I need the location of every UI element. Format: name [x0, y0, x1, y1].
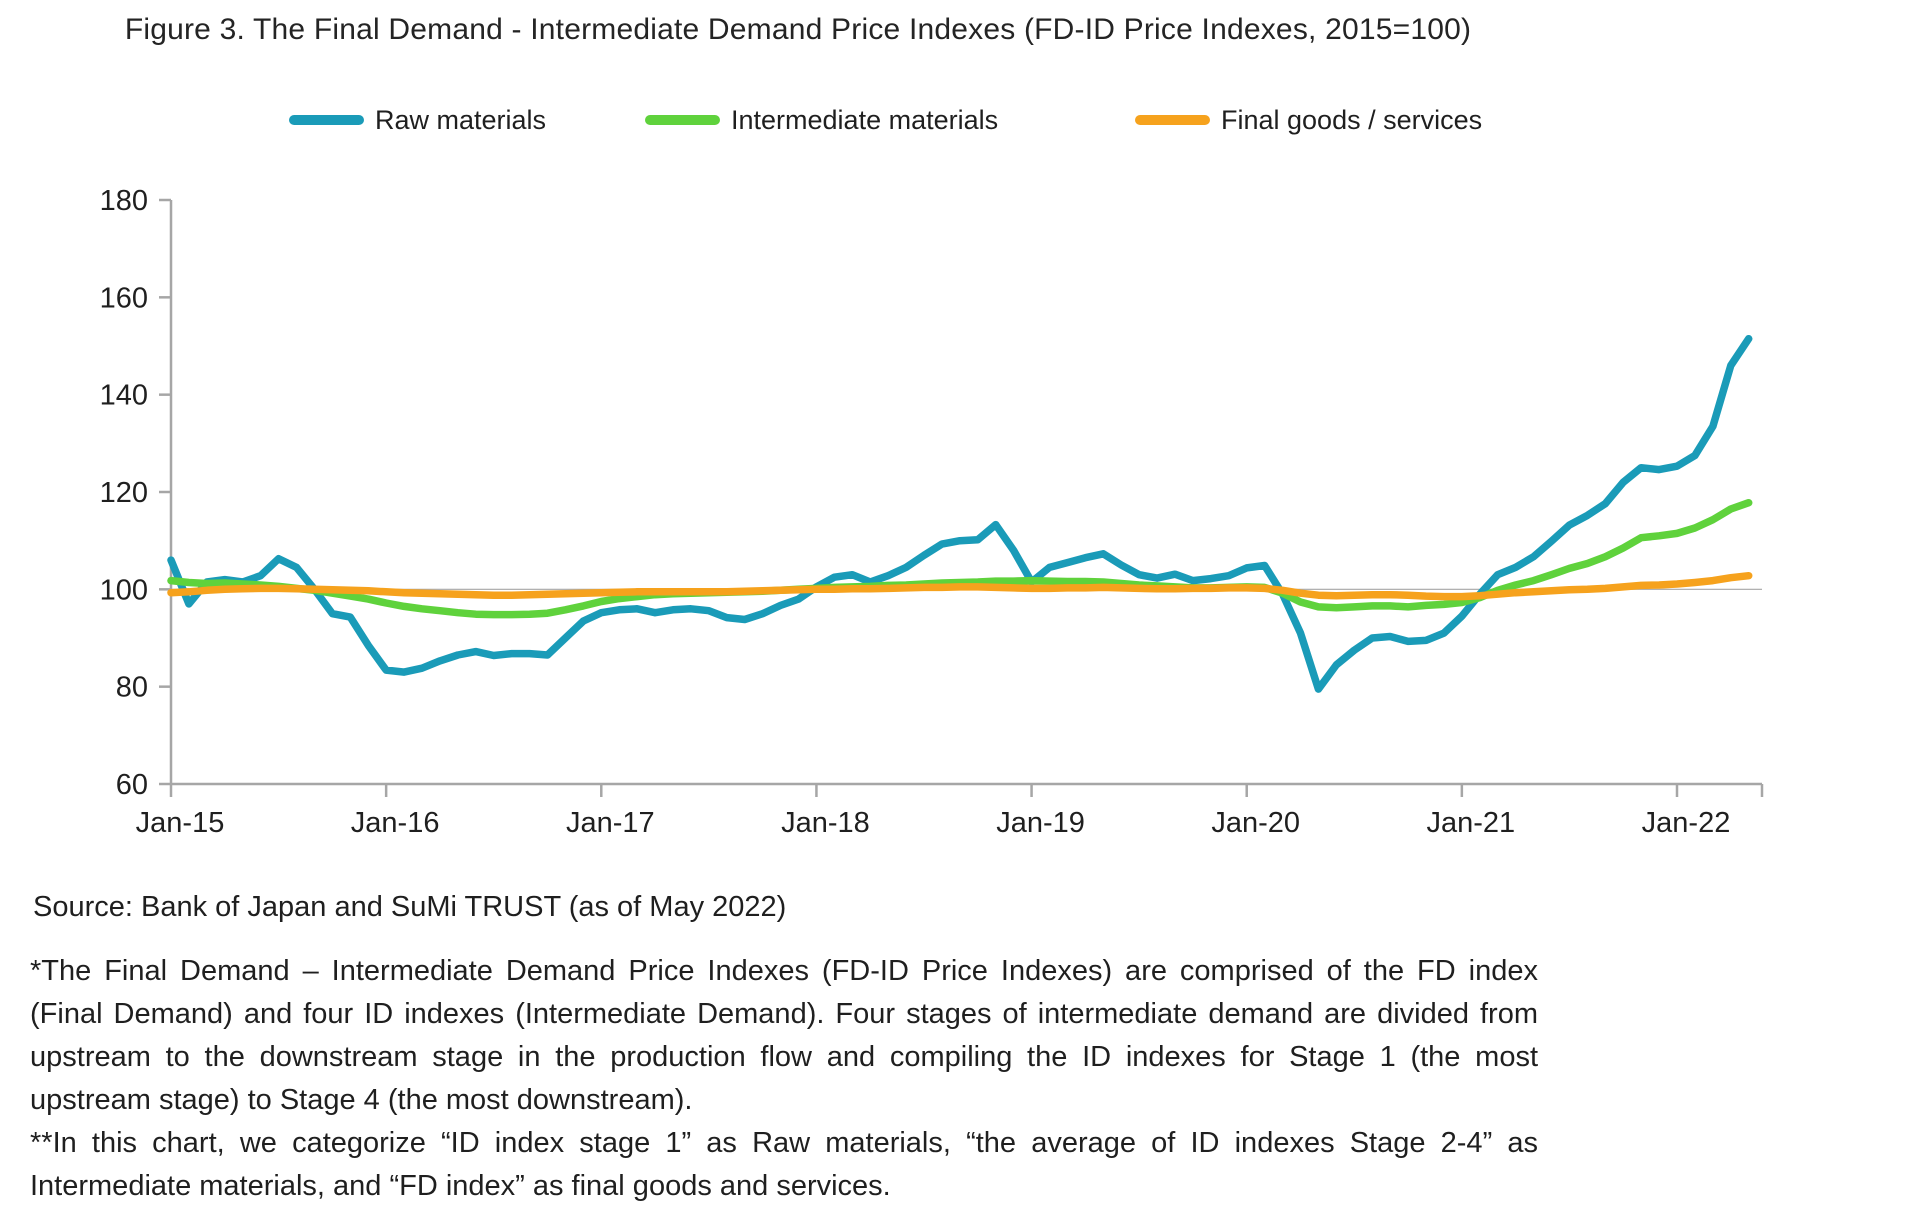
x-axis-tick-label: Jan-21	[1427, 807, 1516, 839]
y-axis-tick-label: 140	[100, 380, 148, 412]
legend-label-raw-materials: Raw materials	[375, 104, 547, 135]
legend-label-intermediate-materials: Intermediate materials	[731, 104, 999, 135]
footnote-fd-id-definition: *The Final Demand – Intermediate Demand …	[30, 955, 1538, 1116]
source-note: Source: Bank of Japan and SuMi TRUST (as…	[33, 891, 787, 923]
fd-id-price-index-line-chart: 60 80 100 120 140 160 180 Jan-15 Jan-16 Jan-17 Jan…	[100, 185, 1764, 839]
series-line-final-goods-services	[167, 571, 1753, 601]
y-axis-tick-label: 180	[100, 185, 148, 217]
x-axis-tick-label: Jan-20	[1211, 807, 1300, 839]
y-axis-tick-label: 80	[116, 672, 148, 704]
x-axis-tick-label: Jan-22	[1642, 807, 1731, 839]
x-axis-tick-label: Jan-18	[781, 807, 870, 839]
series-line-intermediate-materials	[167, 498, 1753, 619]
legend-item-raw-materials: Raw materials	[289, 102, 546, 138]
y-axis-tick-label: 160	[100, 282, 148, 314]
legend-item-intermediate-materials: Intermediate materials	[645, 102, 998, 138]
intermediate-materials-line-swatch-icon	[645, 115, 720, 125]
x-axis-tick-label: Jan-17	[566, 807, 655, 839]
x-axis-tick-label: Jan-19	[996, 807, 1085, 839]
x-axis-tick-label: Jan-15	[136, 807, 225, 839]
footnote-series-categorization: **In this chart, we categorize “ID index…	[30, 1127, 1538, 1202]
chart-title: Figure 3. The Final Demand - Intermediat…	[124, 13, 1472, 46]
y-axis-tick-label: 100	[100, 574, 148, 606]
final-goods-services-line-swatch-icon	[1135, 115, 1210, 125]
series-line-raw-materials	[167, 334, 1753, 693]
raw-materials-line-swatch-icon	[289, 115, 364, 125]
y-axis-tick-label: 60	[116, 769, 148, 801]
y-axis-tick-label: 120	[100, 477, 148, 509]
x-axis-tick-label: Jan-16	[351, 807, 440, 839]
legend-item-final-goods-services: Final goods / services	[1135, 102, 1482, 138]
legend-label-final-goods-services: Final goods / services	[1221, 104, 1483, 135]
